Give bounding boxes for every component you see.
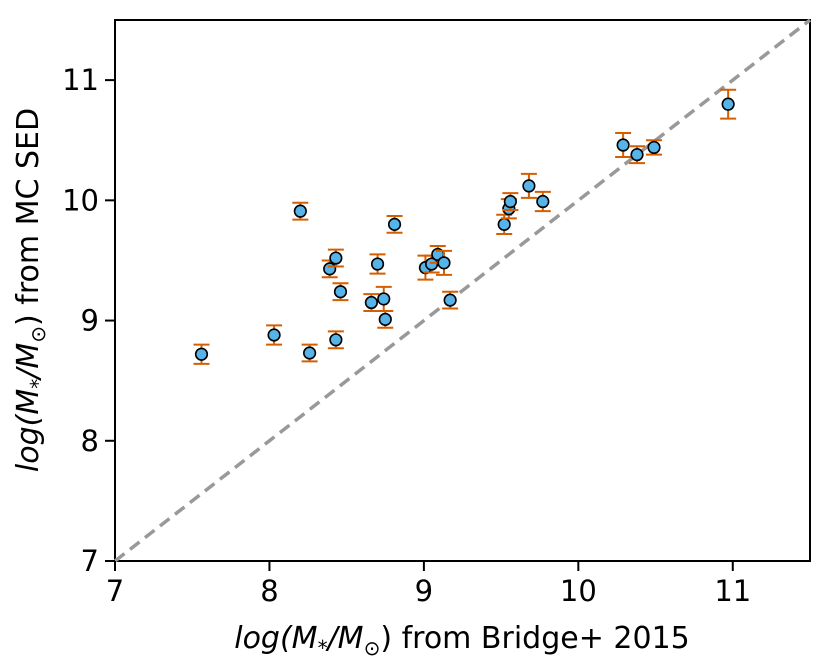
data-point-group	[363, 293, 380, 312]
data-point-group	[615, 132, 632, 159]
data-point-marker	[522, 179, 536, 193]
data-point-marker	[387, 217, 402, 231]
data-point-marker	[616, 138, 630, 152]
data-point-marker	[630, 148, 644, 162]
data-point-marker	[364, 295, 378, 310]
data-point-marker	[377, 292, 391, 306]
data-point-marker	[536, 194, 550, 209]
data-point-group	[646, 139, 663, 156]
data-point-marker	[333, 285, 348, 299]
data-point-group	[442, 290, 459, 310]
data-point-group	[534, 190, 551, 213]
data-point-group	[423, 254, 440, 274]
x-tick-label: 10	[560, 574, 597, 608]
data-point-marker	[443, 293, 457, 307]
data-point-group	[435, 249, 452, 276]
data-point-group	[520, 172, 537, 199]
data-point-group	[377, 309, 394, 329]
y-tick-label: 11	[62, 63, 99, 97]
data-point-marker	[267, 328, 281, 342]
data-point-group	[193, 343, 210, 365]
plot-frame	[114, 19, 811, 562]
data-point-group	[496, 213, 513, 235]
y-tick-label: 9	[81, 304, 99, 338]
y-tick-label: 10	[62, 183, 99, 217]
data-point-marker	[503, 194, 517, 209]
data-point-group	[720, 88, 737, 120]
data-point-marker	[329, 251, 343, 265]
data-point-marker	[323, 262, 337, 276]
y-tick-label: 8	[81, 424, 99, 458]
y-axis-label: log(M*/M⊙) from MC SED	[11, 108, 50, 472]
data-point-group	[386, 214, 403, 234]
data-point-marker	[194, 347, 209, 361]
data-point-marker	[370, 257, 385, 271]
x-tick-label: 9	[415, 574, 433, 608]
x-tick-label: 11	[714, 574, 751, 608]
data-point-group	[502, 192, 519, 211]
x-tick-label: 7	[106, 574, 124, 608]
data-point-marker	[303, 346, 317, 360]
data-point-group	[629, 145, 646, 165]
one-to-one-reference-line	[113, 18, 812, 563]
data-point-group	[301, 343, 318, 363]
x-tick-label: 8	[260, 574, 278, 608]
data-point-marker	[721, 97, 735, 111]
y-tick-label: 7	[81, 544, 99, 578]
data-point-marker	[497, 217, 511, 231]
data-point-marker	[329, 333, 343, 347]
data-point-marker	[293, 204, 307, 218]
x-axis-label: log(M*/M⊙) from Bridge+ 2015	[234, 621, 690, 660]
data-point-group	[292, 201, 309, 221]
data-point-marker	[437, 256, 451, 270]
data-point-marker	[425, 257, 439, 271]
data-point-group	[266, 324, 283, 346]
data-point-group	[375, 285, 392, 312]
data-point-group	[327, 330, 344, 350]
data-point-group	[332, 282, 349, 302]
data-point-marker	[378, 312, 392, 326]
data-point-marker	[647, 140, 661, 155]
data-point-group	[327, 248, 344, 268]
data-point-group	[369, 253, 386, 275]
